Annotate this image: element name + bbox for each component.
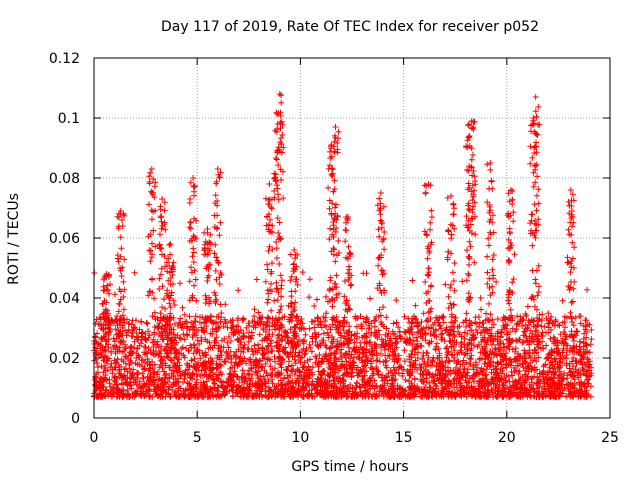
data-points [91, 91, 595, 400]
axes [93, 57, 611, 419]
x-tick-label: 25 [601, 430, 619, 446]
y-tick-label: 0.04 [49, 291, 80, 307]
x-axis-label: GPS time / hours [291, 459, 408, 475]
x-tick-label: 15 [395, 430, 413, 446]
y-axis-label: ROTI / TECUs [6, 193, 22, 285]
x-tick-label: 5 [193, 430, 202, 446]
y-tick-label: 0.06 [49, 231, 80, 247]
x-tick-label: 0 [90, 430, 99, 446]
y-tick-label: 0.08 [49, 171, 80, 187]
tick-labels: 0 5 10 15 20 25 0 0.02 0.04 0.06 0.08 0.1 0.12 [49, 51, 619, 446]
y-tick-label: 0.02 [49, 351, 80, 367]
x-tick-label: 20 [498, 430, 516, 446]
roti-series-markers [91, 91, 595, 400]
y-tick-label: 0.1 [58, 111, 80, 127]
y-tick-label: 0.12 [49, 51, 80, 67]
y-tick-label: 0 [71, 411, 80, 427]
x-tick-label: 10 [291, 430, 309, 446]
chart-title: Day 117 of 2019, Rate Of TEC Index for r… [161, 19, 539, 35]
